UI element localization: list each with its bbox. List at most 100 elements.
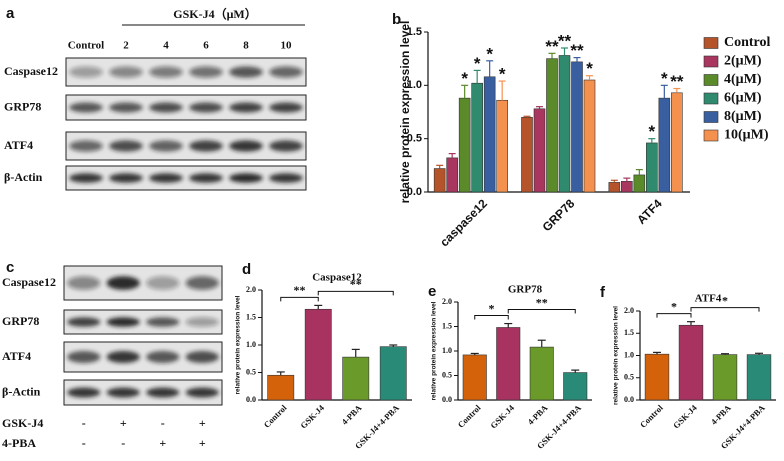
significance-mark: * [461, 69, 468, 88]
lane-label: 8 [243, 40, 249, 52]
lane-label: 6 [203, 40, 209, 52]
blot-band [106, 276, 140, 290]
row-label: β-Actin [4, 170, 43, 184]
legend-swatch [703, 129, 719, 142]
blot-band [67, 351, 101, 363]
blot-band [189, 66, 223, 78]
row-label: ATF4 [2, 349, 31, 363]
treatment-sign: - [82, 436, 86, 450]
row-label: ATF4 [4, 138, 33, 152]
y-tick-label: 1.5 [624, 328, 634, 337]
treatment-sign: - [82, 416, 86, 430]
significance-mark: ** [558, 31, 572, 50]
comparison-bracket [656, 313, 692, 318]
bar [571, 61, 583, 193]
row-label: Caspase12 [2, 275, 56, 289]
y-tick-label: 1.0 [624, 350, 634, 359]
row-label: Caspase12 [4, 64, 58, 78]
y-tick-label: 0.5 [407, 133, 422, 145]
blot-band [185, 351, 219, 363]
bar [496, 327, 521, 401]
comparison-bracket [280, 296, 319, 302]
comparison-bracket [690, 307, 760, 312]
y-tick-label: 1.0 [407, 79, 422, 91]
bar [746, 354, 772, 401]
y-axis-label: relative protein expression level [431, 301, 438, 400]
blot-band [269, 66, 303, 78]
bar [458, 97, 471, 193]
legend-label: 10(μM) [724, 128, 769, 143]
blot-band [67, 387, 101, 398]
lane-label: 10 [281, 40, 293, 52]
bar [267, 374, 295, 401]
blot-band [146, 387, 180, 398]
blot-band [69, 173, 103, 183]
comparison-bracket [317, 290, 394, 296]
comparison-label: * [671, 299, 677, 313]
legend-swatch [703, 55, 719, 68]
bar [658, 97, 671, 193]
blot-band [269, 102, 303, 113]
row-label: GRP78 [2, 314, 39, 328]
panel-label: a [6, 5, 15, 22]
blot-band [106, 387, 140, 398]
blot-strip [65, 57, 307, 87]
bar [671, 92, 683, 193]
panel-label: e [428, 283, 436, 300]
blot-band [149, 66, 183, 78]
legend-swatch [703, 92, 719, 105]
bar [496, 99, 508, 193]
blot-band [149, 173, 183, 183]
significance-mark: * [661, 69, 668, 88]
blot-strip [65, 131, 307, 161]
significance-mark: * [586, 59, 593, 78]
legend-swatch [703, 37, 719, 49]
comparison-label: ** [536, 295, 548, 309]
y-tick-label: 1.5 [407, 26, 422, 38]
blot-band [185, 276, 219, 290]
row-label: GRP78 [4, 99, 41, 113]
bar [644, 353, 670, 401]
lane-label: 4 [163, 40, 169, 52]
blot-band [146, 317, 180, 327]
bar [546, 58, 558, 193]
bar [342, 356, 370, 401]
lane-label: 2 [123, 40, 129, 52]
y-tick-label: 2.0 [624, 306, 634, 315]
panel-label: b [392, 11, 401, 28]
bar [521, 117, 533, 193]
legend-swatch [703, 111, 719, 123]
bar [462, 354, 487, 401]
comparison-bracket [507, 309, 576, 314]
blot-strip [65, 165, 307, 191]
bar [712, 354, 738, 401]
chart-title: Caspase12 [312, 272, 362, 284]
comparison-label: * [489, 301, 495, 315]
y-tick-label: 1.5 [442, 321, 452, 330]
blot-band [185, 387, 219, 398]
blot-band [67, 317, 101, 327]
blot-band [109, 102, 143, 113]
y-tick-label: 1.0 [442, 346, 452, 355]
comparison-label: * [722, 293, 728, 307]
significance-mark: * [649, 122, 656, 141]
blot-band [189, 173, 223, 183]
bar [621, 181, 633, 193]
bar [633, 174, 646, 193]
treatment-sign: - [161, 416, 165, 430]
significance-mark: * [499, 65, 506, 84]
blot-band [229, 173, 263, 183]
blot-band [69, 102, 103, 113]
bar [471, 82, 483, 193]
comparison-label: ** [294, 283, 306, 297]
treatment-sign: - [121, 436, 125, 450]
y-tick-label: 0.0 [246, 395, 256, 404]
bar [304, 308, 332, 401]
legend-label: Control [724, 35, 771, 50]
y-axis-label: relative protein expression level [613, 306, 620, 405]
row-label: β-Actin [2, 384, 41, 398]
treatment-label: GSK-J4 [2, 416, 43, 430]
legend-label: 8(μM) [724, 109, 762, 124]
bar [379, 346, 407, 401]
